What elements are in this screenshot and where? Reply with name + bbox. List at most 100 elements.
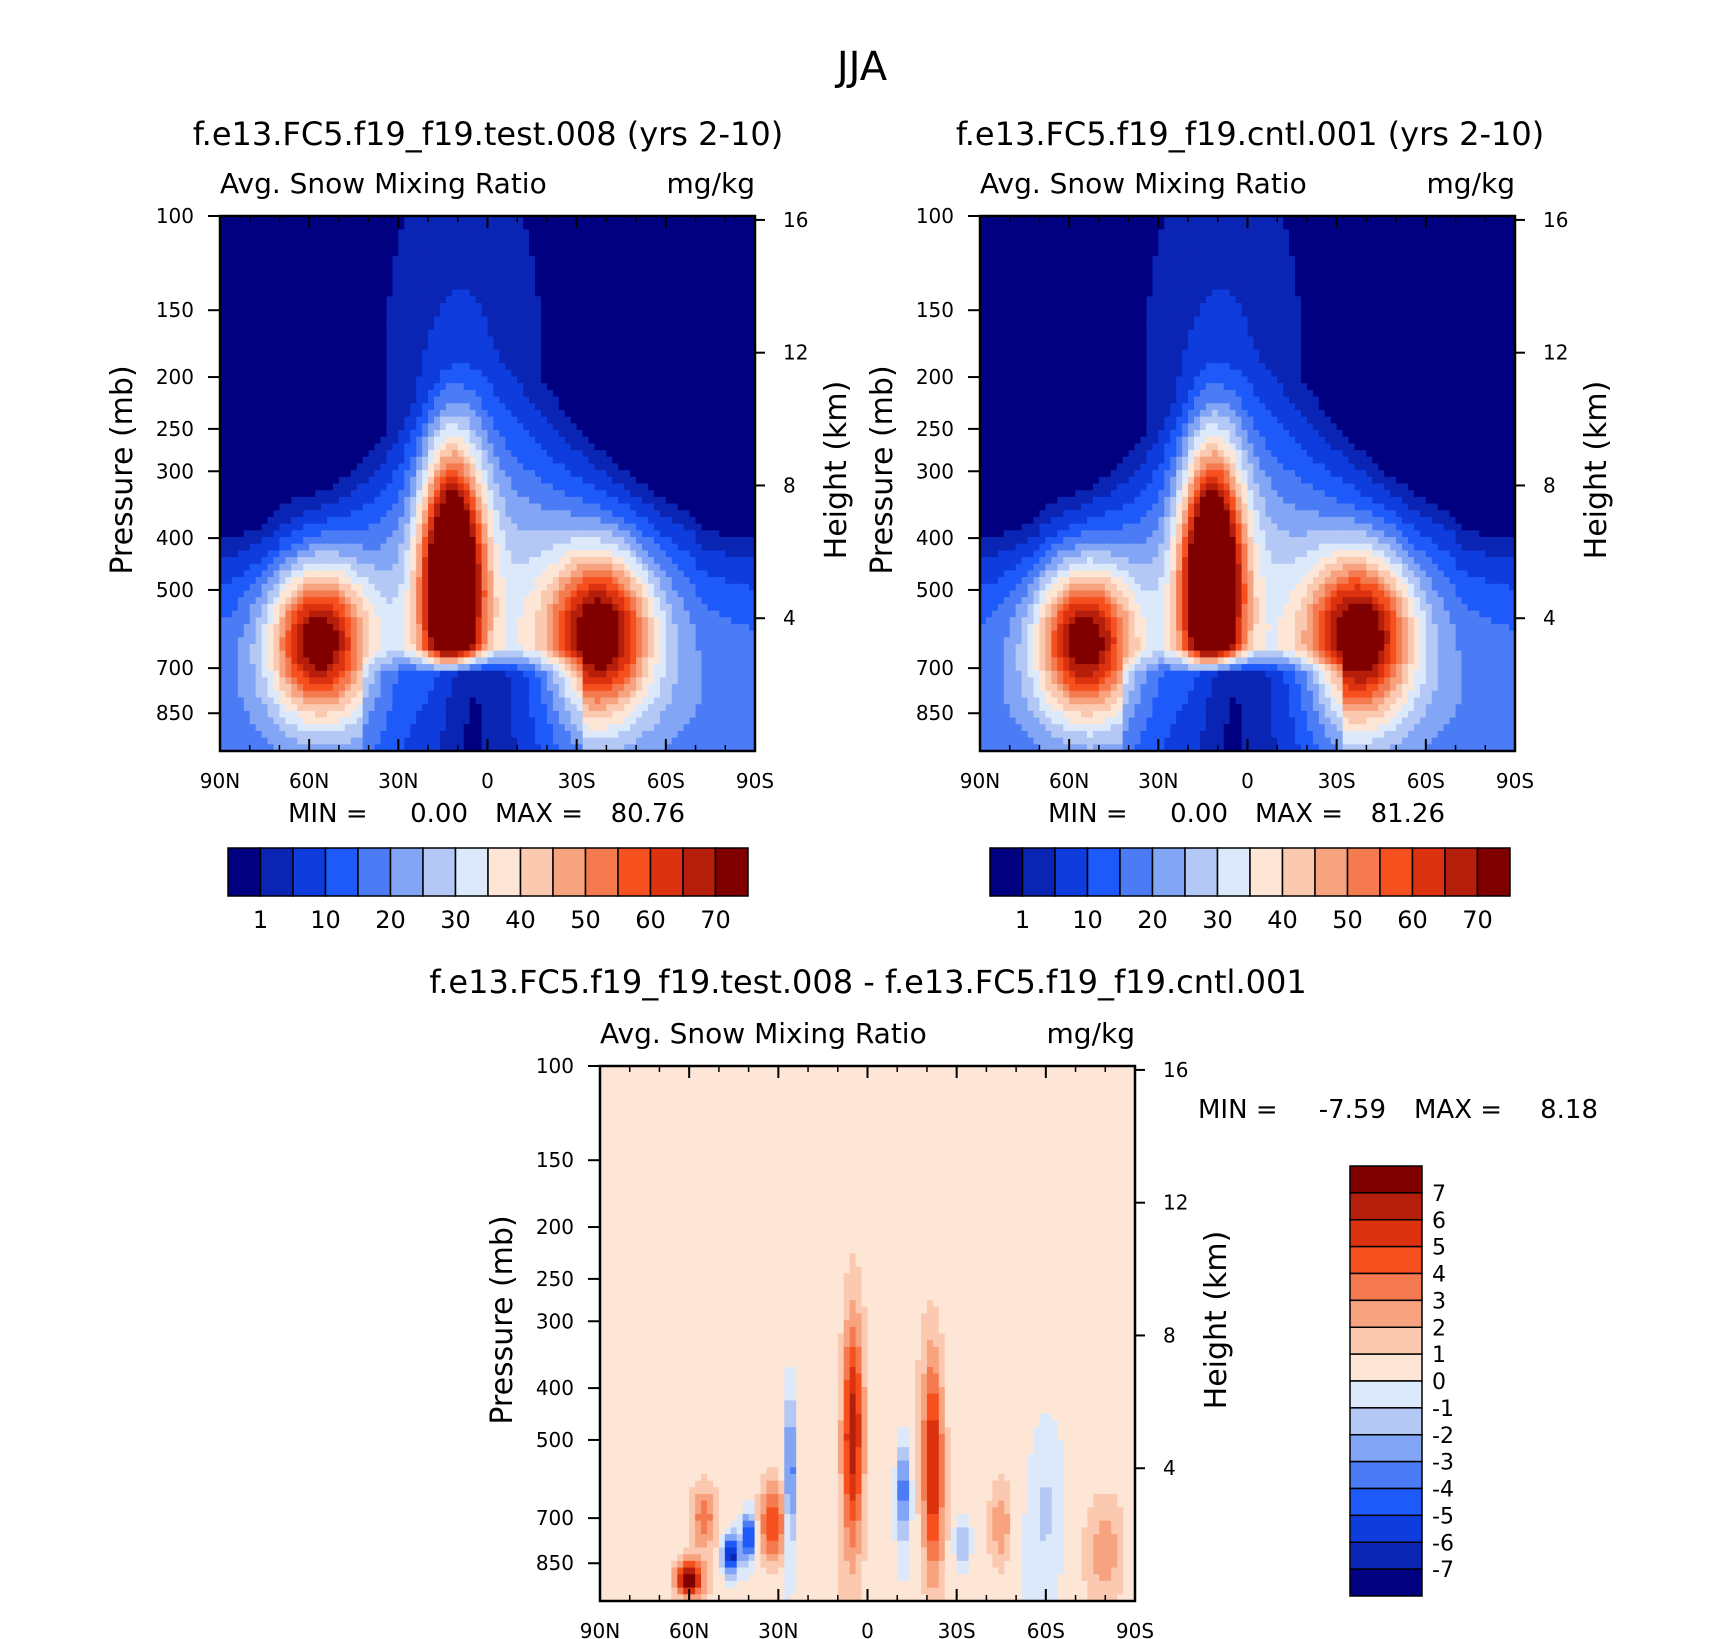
contour-cell (457, 510, 465, 518)
contour-cell (451, 543, 459, 551)
contour-cell (356, 430, 364, 438)
contour-cell (523, 302, 530, 311)
contour-cell (422, 269, 429, 277)
contour-cell (374, 336, 382, 344)
contour-cell (297, 249, 304, 257)
contour-cell (535, 249, 542, 257)
contour-cell (392, 409, 399, 418)
contour-cell (416, 523, 423, 531)
contour-cell (695, 450, 703, 458)
contour-cell (285, 289, 292, 297)
contour-cell (546, 450, 554, 458)
contour-cell (386, 349, 393, 358)
contour-cell (374, 530, 382, 538)
contour-cell (338, 269, 346, 277)
contour-cell (529, 296, 536, 304)
contour-cell (291, 583, 298, 592)
contour-cell (231, 583, 239, 592)
contour-cell (327, 443, 334, 451)
contour-cell (285, 577, 292, 585)
contour-cell (273, 416, 281, 424)
contour-cell (719, 369, 726, 378)
contour-cell (243, 276, 251, 284)
contour-cell (422, 356, 429, 364)
contour-cell (636, 476, 643, 485)
contour-cell (570, 336, 578, 344)
contour-cell (315, 570, 322, 578)
contour-cell (535, 289, 542, 297)
contour-cell (243, 436, 251, 444)
contour-cell (279, 242, 286, 251)
contour-cell (725, 403, 732, 411)
contour-cell (297, 409, 304, 418)
contour-cell (558, 557, 566, 565)
contour-cell (552, 389, 560, 398)
contour-cell (231, 383, 239, 391)
contour-cell (653, 470, 661, 478)
contour-cell (588, 490, 596, 498)
contour-cell (368, 262, 376, 271)
contour-cell (434, 496, 441, 505)
contour-cell (332, 249, 340, 257)
contour-cell (362, 503, 370, 511)
contour-cell (392, 577, 399, 585)
contour-cell (327, 436, 334, 444)
contour-cell (404, 216, 411, 224)
contour-cell (291, 403, 298, 411)
contour-cell (220, 516, 227, 525)
contour-cell (671, 577, 679, 585)
contour-cell (374, 543, 382, 551)
contour-cell (612, 282, 619, 291)
contour-cell (237, 430, 245, 438)
contour-cell (273, 242, 281, 251)
contour-cell (618, 256, 625, 264)
contour-cell (303, 363, 310, 371)
contour-cell (671, 282, 679, 291)
contour-cell (368, 369, 376, 378)
contour-cell (636, 383, 643, 391)
contour-cell (523, 242, 530, 251)
contour-cell (719, 537, 726, 545)
contour-cell (255, 496, 263, 505)
contour-cell (350, 530, 358, 538)
contour-cell (451, 282, 459, 291)
contour-cell (594, 302, 602, 311)
contour-cell (451, 289, 459, 297)
contour-cell (332, 476, 340, 485)
contour-cell (683, 349, 691, 358)
contour-cell (422, 409, 429, 418)
contour-cell (677, 289, 685, 297)
contour-cell (743, 369, 750, 378)
contour-cell (707, 289, 714, 297)
contour-cell (618, 463, 625, 471)
contour-cell (398, 510, 405, 518)
contour-cell (523, 443, 530, 451)
contour-cell (321, 436, 328, 444)
contour-cell (594, 456, 602, 465)
contour-cell (220, 456, 227, 465)
contour-cell (392, 470, 399, 478)
contour-cell (315, 403, 322, 411)
contour-cell (701, 450, 709, 458)
contour-cell (523, 276, 530, 284)
contour-cell (469, 537, 477, 545)
contour-cell (344, 276, 352, 284)
contour-cell (749, 530, 756, 538)
contour-cell (422, 510, 429, 518)
contour-cell (332, 463, 340, 471)
contour-cell (350, 323, 358, 331)
contour-cell (321, 229, 328, 237)
contour-cell (261, 229, 269, 237)
contour-cell (237, 302, 245, 311)
contour-cell (434, 470, 441, 478)
contour-cell (535, 296, 542, 304)
contour-cell (529, 537, 536, 545)
contour-cell (588, 430, 596, 438)
contour-cell (582, 430, 590, 438)
contour-cell (701, 483, 709, 491)
contour-cell (261, 329, 269, 337)
contour-cell (570, 476, 578, 485)
contour-cell (636, 296, 643, 304)
contour-cell (683, 323, 691, 331)
contour-cell (671, 470, 679, 478)
